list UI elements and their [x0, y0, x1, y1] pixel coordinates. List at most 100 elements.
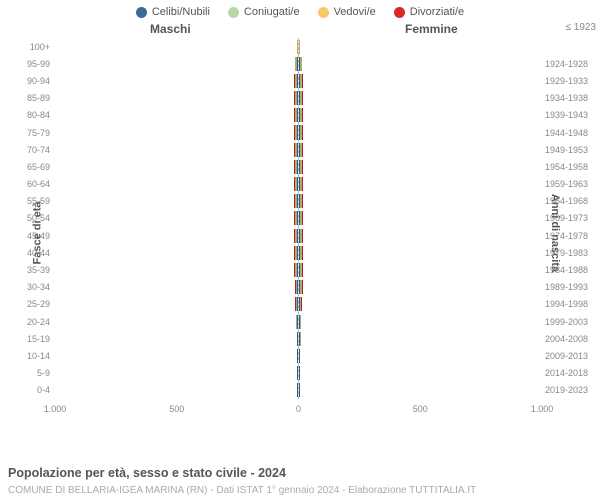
age-label: 5-9 [20, 368, 50, 378]
x-tick: 500 [169, 404, 184, 414]
age-row: 30-341989-1993 [55, 279, 542, 296]
stacked-bar [299, 125, 303, 139]
column-headers: Maschi Femmine ≤ 1923 [0, 22, 600, 38]
age-row: 0-42019-2023 [55, 382, 542, 399]
bar-segment [297, 315, 298, 329]
legend-item: Divorziati/e [394, 6, 464, 18]
bar-segment [300, 332, 301, 346]
stacked-bar [299, 40, 300, 54]
bar-segment [297, 349, 298, 363]
birth-year-label: 1984-1988 [545, 265, 597, 275]
female-half [299, 176, 543, 193]
stacked-bar [299, 383, 300, 397]
age-row: 5-92014-2018 [55, 365, 542, 382]
x-tick: 0 [296, 404, 301, 414]
birth-year-label: 1964-1968 [545, 196, 597, 206]
legend-swatch [318, 7, 329, 18]
age-label: 35-39 [20, 265, 50, 275]
female-half [299, 158, 543, 175]
stacked-bar [299, 57, 302, 71]
bar-segment [302, 194, 303, 208]
stacked-bar [297, 349, 298, 363]
stacked-bar [299, 315, 301, 329]
age-label: 15-19 [20, 334, 50, 344]
stacked-bar [294, 108, 298, 122]
age-row: 100+ [55, 38, 542, 55]
stacked-bar [294, 211, 298, 225]
age-label: 80-84 [20, 110, 50, 120]
stacked-bar [297, 366, 298, 380]
birth-year-label: 2019-2023 [545, 385, 597, 395]
bar-segment [299, 40, 300, 54]
age-label: 20-24 [20, 317, 50, 327]
x-tick: 1.000 [531, 404, 554, 414]
stacked-bar [294, 229, 298, 243]
bar-segment [297, 263, 298, 277]
stacked-bar [299, 229, 303, 243]
age-row: 70-741949-1953 [55, 141, 542, 158]
stacked-bar [299, 74, 303, 88]
legend-label: Celibi/Nubili [152, 6, 210, 18]
female-half [299, 141, 543, 158]
legend-swatch [228, 7, 239, 18]
age-label: 55-59 [20, 196, 50, 206]
legend-label: Vedovi/e [334, 6, 376, 18]
age-row: 80-841939-1943 [55, 107, 542, 124]
legend-label: Coniugati/e [244, 6, 300, 18]
birth-year-label: 1999-2003 [545, 317, 597, 327]
legend: Celibi/Nubili Coniugati/e Vedovi/e Divorzia… [0, 0, 600, 22]
age-label: 75-79 [20, 128, 50, 138]
male-half [55, 313, 299, 330]
male-half [55, 347, 299, 364]
stacked-bar [294, 160, 298, 174]
age-row: 95-991924-1928 [55, 55, 542, 72]
age-label: 70-74 [20, 145, 50, 155]
male-half [55, 382, 299, 399]
age-label: 30-34 [20, 282, 50, 292]
birth-year-label: 1934-1938 [545, 93, 597, 103]
female-half [299, 227, 543, 244]
female-half [299, 279, 543, 296]
header-female: Femmine [405, 22, 458, 36]
age-row: 25-291994-1998 [55, 296, 542, 313]
birth-year-label: 1944-1948 [545, 128, 597, 138]
age-label: 95-99 [20, 59, 50, 69]
female-half [299, 90, 543, 107]
bar-segment [297, 40, 298, 54]
birth-year-label: 2004-2008 [545, 334, 597, 344]
male-half [55, 158, 299, 175]
plot: 100+95-991924-192890-941929-193385-89193… [55, 38, 542, 400]
stacked-bar [299, 280, 303, 294]
age-row: 35-391984-1988 [55, 261, 542, 278]
bar-segment [297, 297, 298, 311]
male-half [55, 279, 299, 296]
stacked-bar [299, 349, 300, 363]
female-half [299, 72, 543, 89]
age-label: 50-54 [20, 213, 50, 223]
bar-segment [302, 280, 303, 294]
female-half [299, 313, 543, 330]
bar-segment [297, 108, 298, 122]
female-half [299, 330, 543, 347]
bar-segment [297, 125, 298, 139]
birth-year-label: 1979-1983 [545, 248, 597, 258]
male-half [55, 261, 299, 278]
bar-segment [302, 263, 303, 277]
age-label: 100+ [20, 42, 50, 52]
female-half [299, 296, 543, 313]
birth-year-label: 2009-2013 [545, 351, 597, 361]
bar-segment [302, 211, 303, 225]
bar-segment [297, 177, 298, 191]
bar-segment [302, 246, 303, 260]
stacked-bar [297, 332, 298, 346]
female-half [299, 210, 543, 227]
female-half [299, 193, 543, 210]
bar-segment [297, 332, 298, 346]
legend-swatch [394, 7, 405, 18]
age-row: 90-941929-1933 [55, 72, 542, 89]
bar-segment [302, 91, 303, 105]
age-row: 10-142009-2013 [55, 347, 542, 364]
bar-segment [302, 229, 303, 243]
female-half [299, 261, 543, 278]
female-half [299, 244, 543, 261]
